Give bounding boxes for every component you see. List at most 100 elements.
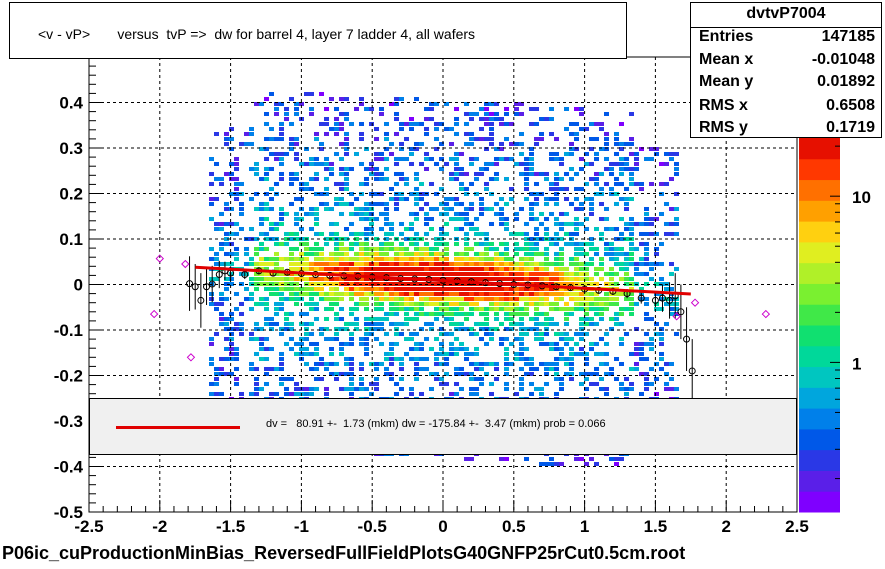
heatmap-cell bbox=[339, 242, 344, 246]
heatmap-cell bbox=[474, 192, 479, 196]
heatmap-cell bbox=[624, 262, 629, 266]
heatmap-cell bbox=[564, 342, 569, 346]
heatmap-cell bbox=[514, 272, 519, 276]
heatmap-cell bbox=[339, 167, 344, 171]
heatmap-cell bbox=[309, 252, 314, 256]
heatmap-cell bbox=[474, 262, 479, 266]
heatmap-cell bbox=[349, 337, 354, 341]
heatmap-cell bbox=[379, 177, 384, 181]
profile-point bbox=[637, 294, 645, 302]
heatmap-cell bbox=[579, 262, 584, 266]
heatmap-cell bbox=[239, 227, 244, 231]
heatmap-cell bbox=[449, 127, 454, 131]
heatmap-cell bbox=[614, 252, 619, 256]
heatmap-cell bbox=[344, 167, 349, 171]
heatmap-cell bbox=[409, 227, 414, 231]
heatmap-cell bbox=[449, 157, 454, 161]
heatmap-cell bbox=[439, 237, 444, 241]
heatmap-cell bbox=[599, 317, 604, 321]
heatmap-cell bbox=[624, 162, 629, 166]
heatmap-cell bbox=[219, 317, 224, 321]
heatmap-cell bbox=[279, 327, 284, 331]
heatmap-cell bbox=[384, 122, 389, 126]
heatmap-cell bbox=[564, 107, 569, 111]
heatmap-cell bbox=[314, 162, 319, 166]
heatmap-cell bbox=[384, 177, 389, 181]
heatmap-cell bbox=[479, 262, 484, 266]
heatmap-cell bbox=[524, 287, 529, 291]
heatmap-cell bbox=[249, 142, 254, 146]
heatmap-cell bbox=[574, 122, 579, 126]
heatmap-cell bbox=[309, 267, 314, 271]
heatmap-cell bbox=[424, 152, 429, 156]
heatmap-cell bbox=[489, 132, 494, 136]
heatmap-cell bbox=[644, 222, 649, 226]
heatmap-cell bbox=[289, 267, 294, 271]
heatmap-cell bbox=[359, 387, 364, 391]
heatmap-cell bbox=[464, 102, 469, 106]
heatmap-cell bbox=[409, 152, 414, 156]
heatmap-cell bbox=[414, 232, 419, 236]
heatmap-cell bbox=[379, 267, 384, 271]
heatmap-cell bbox=[454, 307, 459, 311]
heatmap-cell bbox=[494, 312, 499, 316]
heatmap-cell bbox=[339, 267, 344, 271]
heatmap-cell bbox=[209, 197, 214, 201]
heatmap-cell bbox=[624, 267, 629, 271]
heatmap-cell bbox=[624, 167, 629, 171]
heatmap-cell bbox=[229, 147, 234, 151]
heatmap-cell bbox=[389, 152, 394, 156]
heatmap-cell bbox=[369, 317, 374, 321]
palette-swatch bbox=[799, 428, 840, 451]
heatmap-cell bbox=[249, 127, 254, 131]
heatmap-cell bbox=[639, 232, 644, 236]
heatmap-cell bbox=[469, 162, 474, 166]
heatmap-cell bbox=[279, 297, 284, 301]
heatmap-cell bbox=[624, 202, 629, 206]
heatmap-cell bbox=[509, 277, 514, 281]
heatmap-cell bbox=[474, 177, 479, 181]
heatmap-cell bbox=[544, 302, 549, 306]
heatmap-cell bbox=[569, 352, 574, 356]
heatmap-cell bbox=[389, 142, 394, 146]
heatmap-cell bbox=[504, 297, 509, 301]
heatmap-cell bbox=[494, 317, 499, 321]
heatmap-cell bbox=[274, 257, 279, 261]
heatmap-cell bbox=[429, 292, 434, 296]
heatmap-cell bbox=[314, 232, 319, 236]
heatmap-cell bbox=[254, 162, 259, 166]
heatmap-cell bbox=[559, 382, 564, 386]
heatmap-cell bbox=[304, 292, 309, 296]
heatmap-cell bbox=[569, 357, 574, 361]
heatmap-cell bbox=[364, 167, 369, 171]
heatmap-cell bbox=[214, 372, 219, 376]
heatmap-cell bbox=[334, 262, 339, 266]
heatmap-cell bbox=[604, 227, 609, 231]
heatmap-cell bbox=[464, 277, 469, 281]
heatmap-cell bbox=[264, 367, 269, 371]
heatmap-cell bbox=[294, 342, 299, 346]
heatmap-cell bbox=[504, 307, 509, 311]
heatmap-cell bbox=[369, 267, 374, 271]
profile-point bbox=[677, 308, 685, 316]
heatmap-cell bbox=[624, 142, 629, 146]
heatmap-cell bbox=[574, 257, 579, 261]
heatmap-cell bbox=[454, 157, 459, 161]
heatmap-cell bbox=[459, 342, 464, 346]
heatmap-cell bbox=[614, 357, 619, 361]
heatmap-cell bbox=[389, 197, 394, 201]
heatmap-cell bbox=[534, 227, 539, 231]
heatmap-cell bbox=[574, 207, 579, 211]
heatmap-cell bbox=[384, 267, 389, 271]
heatmap-cell bbox=[669, 272, 674, 276]
heatmap-cell bbox=[544, 382, 549, 386]
heatmap-cell bbox=[604, 157, 609, 161]
heatmap-cell bbox=[459, 277, 464, 281]
palette-swatch bbox=[799, 366, 840, 388]
heatmap-cell bbox=[659, 297, 664, 301]
heatmap-cell bbox=[424, 127, 429, 131]
heatmap-cell bbox=[234, 157, 239, 161]
heatmap-cell bbox=[524, 302, 529, 306]
heatmap-cell bbox=[594, 192, 599, 196]
heatmap-cell bbox=[399, 242, 404, 246]
